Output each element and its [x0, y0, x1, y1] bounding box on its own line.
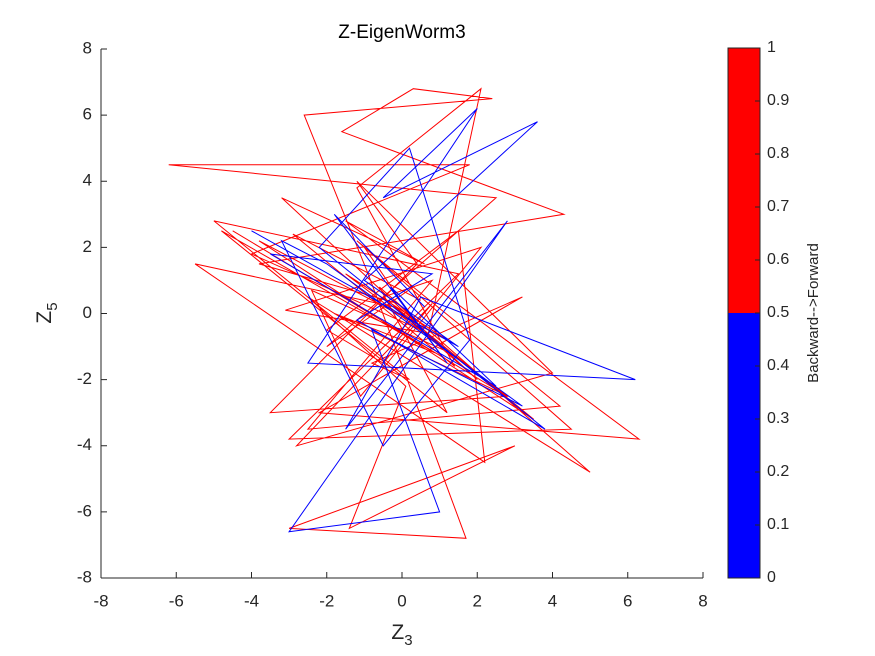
y-tick-label: -6 — [77, 501, 92, 520]
colorbar-label: Backward-->Forward — [805, 243, 822, 383]
x-axis-label: Z3 — [391, 621, 412, 649]
x-tick-label: 0 — [397, 591, 406, 610]
x-tick-label: -4 — [244, 591, 259, 610]
x-tick-label: -8 — [93, 591, 108, 610]
colorbar-tick-label: 0.8 — [767, 145, 789, 162]
y-tick-label: 4 — [83, 171, 92, 190]
chart-title: Z-EigenWorm3 — [338, 22, 465, 43]
x-tick-label: 8 — [698, 591, 707, 610]
x-tick-label: -2 — [319, 591, 334, 610]
colorbar-tick-label: 0.2 — [767, 463, 789, 480]
colorbar-tick-label: 1 — [767, 39, 776, 56]
colorbar-segment — [728, 48, 760, 313]
colorbar-tick-label: 0.6 — [767, 251, 789, 268]
y-tick-label: 2 — [83, 237, 92, 256]
x-tick-label: 4 — [548, 591, 557, 610]
y-tick-label: -4 — [77, 435, 92, 454]
y-label-text: Z — [33, 311, 56, 324]
x-tick-label: 2 — [473, 591, 482, 610]
colorbar-tick-label: 0.3 — [767, 410, 789, 427]
x-label-subscript: 3 — [404, 632, 412, 649]
y-tick-label: 8 — [83, 38, 92, 57]
colorbar-tick-label: 0.5 — [767, 304, 789, 321]
colorbar-tick-label: 0.9 — [767, 92, 789, 109]
y-tick-label: 6 — [83, 105, 92, 124]
x-tick-label: -6 — [169, 591, 184, 610]
y-label-subscript: 5 — [44, 302, 61, 310]
x-label-text: Z — [391, 621, 404, 644]
colorbar-tick-label: 0.4 — [767, 357, 789, 374]
colorbar-tick-label: 0.7 — [767, 198, 789, 215]
colorbar-tick-label: 0.1 — [767, 516, 789, 533]
data-line — [168, 87, 641, 539]
y-tick-label: -8 — [77, 567, 92, 586]
y-axis-label: Z5 — [33, 302, 61, 323]
colorbar-segment — [728, 313, 760, 578]
data-line — [251, 108, 636, 533]
y-tick-label: 0 — [83, 303, 92, 322]
colorbar-tick-label: 0 — [767, 569, 776, 586]
x-tick-label: 6 — [623, 591, 632, 610]
y-tick-label: -2 — [77, 369, 92, 388]
